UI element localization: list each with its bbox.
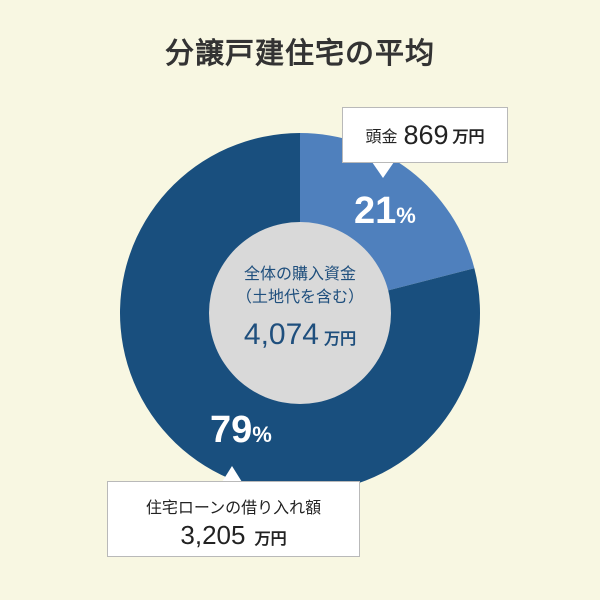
- amount-unit: 万円: [452, 127, 485, 146]
- slice-percent-label: 79%: [210, 409, 272, 452]
- center-disc: [209, 222, 391, 404]
- callout-amount-row: 3,205 万円: [108, 520, 359, 551]
- percent-unit: %: [252, 422, 272, 447]
- center-amount: 4,074 万円: [210, 318, 390, 352]
- callout-amount: 3,205: [180, 520, 246, 550]
- callout-amount: 869: [403, 119, 449, 150]
- slice-percent-label: 21%: [354, 190, 416, 233]
- slice-percent-value: 21: [354, 190, 397, 232]
- callout-loan: 住宅ローンの借り入れ額 3,205 万円: [107, 481, 360, 557]
- callout-label: 住宅ローンの借り入れ額: [145, 498, 322, 517]
- slice-percent-value: 79: [210, 409, 253, 451]
- callout-down-payment: 頭金 869 万円: [342, 107, 508, 163]
- center-line-2: （土地代を含む）: [235, 287, 364, 306]
- callout-label: 頭金: [365, 127, 398, 146]
- callout-pointer: [222, 466, 242, 482]
- center-line-1: 全体の購入資金: [243, 264, 356, 283]
- center-label: 全体の購入資金 （土地代を含む） 4,074 万円: [210, 262, 390, 352]
- percent-unit: %: [396, 203, 416, 228]
- amount-unit: 万円: [324, 329, 357, 348]
- chart-title: 分譲戸建住宅の平均: [164, 36, 435, 70]
- amount-unit: 万円: [254, 529, 287, 548]
- callout-pointer: [372, 162, 394, 178]
- center-amount-value: 4,074: [243, 318, 319, 351]
